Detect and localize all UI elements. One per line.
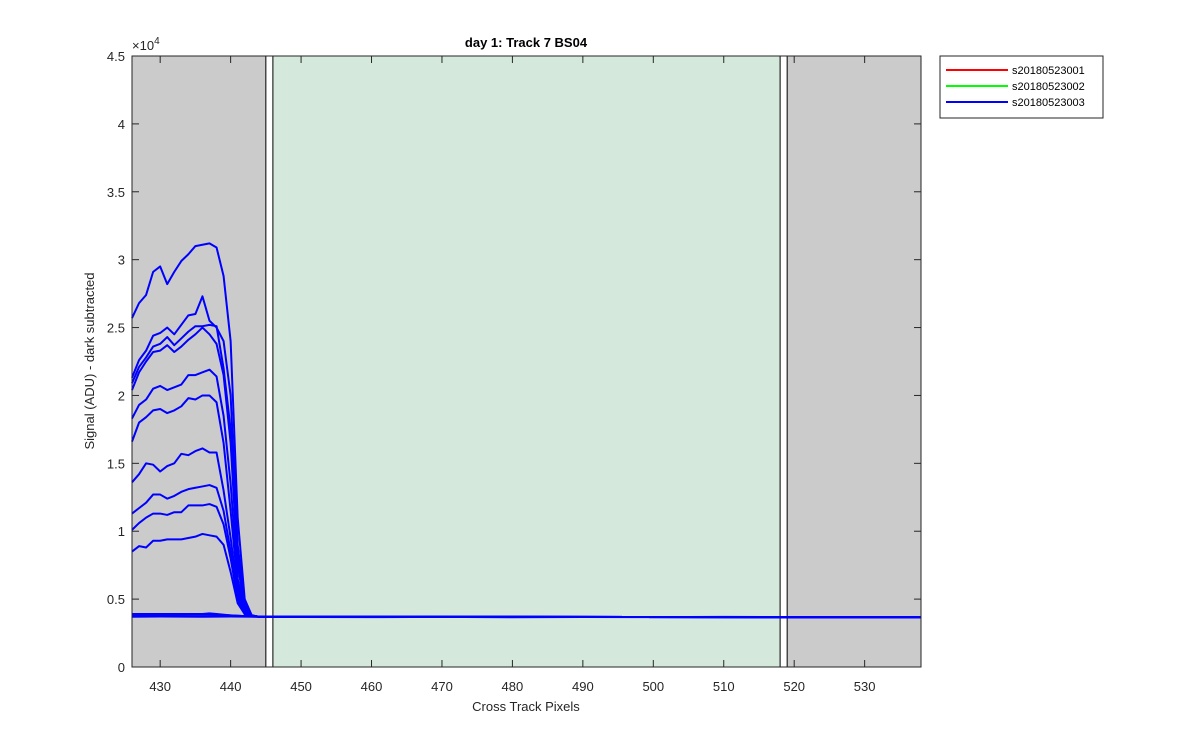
- x-axis-ticks: 430 440 450 460 470 480 490 500 510 520 530: [149, 56, 875, 694]
- x-tick-label-490: 490: [572, 679, 594, 694]
- region-excluded-0: [132, 56, 266, 667]
- y-tick-label-4: 2: [118, 388, 125, 403]
- x-tick-label-470: 470: [431, 679, 453, 694]
- region-excluded-2: [787, 56, 921, 667]
- legend-entry-2: s20180523003: [1012, 97, 1085, 109]
- y-tick-label-1: 0.5: [107, 592, 125, 607]
- y-axis-ticks: 0 0.5 1 1.5 2 2.5 3 3.5 4 4.5: [107, 49, 921, 675]
- y-tick-label-3: 1.5: [107, 456, 125, 471]
- x-tick-label-520: 520: [783, 679, 805, 694]
- y-tick-label-8: 4: [118, 117, 125, 132]
- legend-entry-1: s20180523002: [1012, 81, 1085, 93]
- x-axis-label: Cross Track Pixels: [472, 699, 580, 714]
- y-tick-label-6: 3: [118, 253, 125, 268]
- x-tick-label-530: 530: [854, 679, 876, 694]
- y-tick-label-9: 4.5: [107, 49, 125, 64]
- y-tick-label-0: 0: [118, 660, 125, 675]
- legend: s20180523001 s20180523002 s20180523003: [939, 55, 1104, 119]
- x-tick-label-460: 460: [361, 679, 383, 694]
- x-tick-label-440: 440: [220, 679, 242, 694]
- x-tick-label-450: 450: [290, 679, 312, 694]
- x-tick-label-480: 480: [502, 679, 524, 694]
- series-line-2-12: [131, 615, 922, 619]
- region-active-1: [272, 56, 781, 667]
- legend-entry-0: s20180523001: [1012, 65, 1085, 77]
- x-tick-label-500: 500: [642, 679, 664, 694]
- region-shading: [132, 56, 921, 667]
- y-tick-label-7: 3.5: [107, 185, 125, 200]
- y-tick-label-5: 2.5: [107, 321, 125, 336]
- chart-title: day 1: Track 7 BS04: [465, 35, 588, 50]
- series-lines: [131, 242, 922, 619]
- series-line-2-9: [131, 532, 922, 619]
- y-axis-exponent: ×104: [132, 36, 160, 53]
- region-edges: [265, 56, 788, 667]
- x-tick-label-510: 510: [713, 679, 735, 694]
- y-axis-label: Signal (ADU) - dark subtracted: [82, 272, 97, 449]
- y-tick-label-2: 1: [118, 524, 125, 539]
- plot-area-frame: [131, 55, 922, 668]
- x-tick-label-430: 430: [149, 679, 171, 694]
